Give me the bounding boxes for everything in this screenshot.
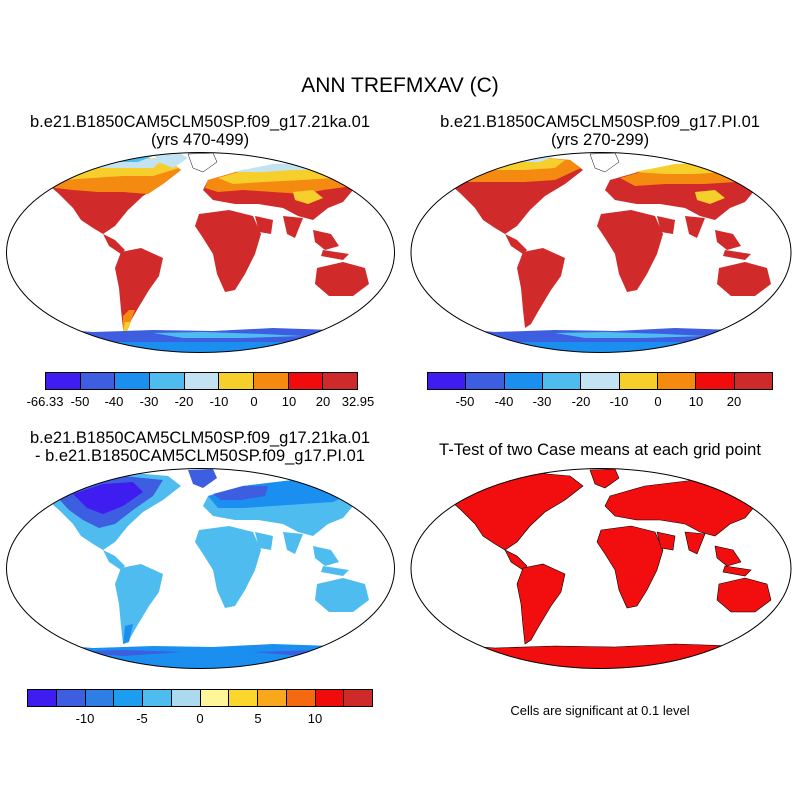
- colorbar-tr: [427, 372, 773, 390]
- colorbar-tl-label: -30: [139, 394, 159, 409]
- panel-br-title: T-Test of two Case means at each grid po…: [439, 441, 761, 459]
- colorbar-tr-swatch: [734, 373, 772, 389]
- colorbar-tr-swatch: [619, 373, 658, 389]
- colorbar-tl-label: 32.95: [341, 394, 375, 409]
- figure-title: ANN TREFMXAV (C): [301, 74, 499, 97]
- panel-bl-title-line2: - b.e21.B1850CAM5CLM50SP.f09_g17.PI.01: [35, 447, 365, 465]
- colorbar-tl-label: -20: [174, 394, 194, 409]
- colorbar-bl-swatch: [171, 690, 201, 706]
- colorbar-tr-label: -20: [571, 394, 591, 409]
- colorbar-bl: [27, 689, 373, 707]
- significance-note: Cells are significant at 0.1 level: [510, 703, 690, 718]
- colorbar-tr-label: -30: [532, 394, 552, 409]
- colorbar-tl-swatch: [219, 373, 255, 389]
- panel-tr-title-line2: (yrs 270-299): [550, 131, 650, 149]
- colorbar-bl-swatch: [315, 690, 345, 706]
- colorbar-tr-swatch: [428, 373, 467, 389]
- colorbar-bl-label: 5: [254, 711, 262, 726]
- panel-tr-title-line1: b.e21.B1850CAM5CLM50SP.f09_g17.PI.01: [440, 113, 760, 131]
- colorbar-tr-swatch: [504, 373, 543, 389]
- colorbar-tl-swatch: [46, 373, 81, 389]
- colorbar-tl-label: 10: [281, 394, 297, 409]
- colorbar-bl-label: 10: [307, 711, 323, 726]
- colorbar-tl-label: -50: [70, 394, 90, 409]
- colorbar-bl-swatch: [28, 690, 57, 706]
- colorbar-tl-swatch: [323, 373, 358, 389]
- colorbar-bl-swatch: [143, 690, 172, 706]
- colorbar-bl-label: -10: [75, 711, 95, 726]
- colorbar-tl-label: -66.33: [26, 394, 64, 409]
- colorbar-tl-label: 0: [250, 394, 258, 409]
- colorbar-tr-label: 10: [688, 394, 704, 409]
- colorbar-tl-label: 20: [315, 394, 331, 409]
- colorbar-bl-swatch: [200, 690, 230, 706]
- colorbar-bl-swatch: [85, 690, 115, 706]
- colorbar-bl-swatch: [258, 690, 287, 706]
- colorbar-tl-swatch: [254, 373, 289, 389]
- map-panel-tl: [6, 152, 395, 353]
- colorbar-tl-swatch: [184, 373, 220, 389]
- colorbar-tl-label: -40: [104, 394, 124, 409]
- colorbar-tl: [45, 372, 358, 390]
- colorbar-tl-swatch: [288, 373, 324, 389]
- colorbar-tl-swatch: [80, 373, 116, 389]
- colorbar-tr-label: -10: [609, 394, 629, 409]
- panel-tl-title-line1: b.e21.B1850CAM5CLM50SP.f09_g17.21ka.01: [29, 113, 371, 131]
- colorbar-tr-swatch: [657, 373, 697, 389]
- map-panel-tr: [410, 152, 792, 353]
- colorbar-tr-label: -50: [455, 394, 475, 409]
- panel-bl-title-line1: b.e21.B1850CAM5CLM50SP.f09_g17.21ka.01: [29, 429, 371, 447]
- colorbar-bl-label: 0: [196, 711, 204, 726]
- colorbar-tl-swatch: [115, 373, 151, 389]
- colorbar-tr-swatch: [581, 373, 620, 389]
- colorbar-bl-swatch: [56, 690, 86, 706]
- panel-tl-title-line2: (yrs 470-499): [150, 131, 250, 149]
- colorbar-tr-swatch: [696, 373, 735, 389]
- colorbar-tr-swatch: [466, 373, 505, 389]
- colorbar-tr-label: 0: [654, 394, 662, 409]
- colorbar-bl-swatch: [286, 690, 316, 706]
- colorbar-bl-swatch: [114, 690, 143, 706]
- colorbar-bl-swatch: [344, 690, 372, 706]
- map-panel-br: [410, 468, 792, 669]
- colorbar-tr-label: -40: [494, 394, 514, 409]
- colorbar-bl-label: -5: [136, 711, 148, 726]
- colorbar-tl-swatch: [150, 373, 185, 389]
- colorbar-tr-label: 20: [726, 394, 742, 409]
- colorbar-tr-swatch: [542, 373, 582, 389]
- colorbar-tl-label: -10: [209, 394, 229, 409]
- colorbar-bl-swatch: [229, 690, 258, 706]
- map-panel-bl: [6, 468, 395, 669]
